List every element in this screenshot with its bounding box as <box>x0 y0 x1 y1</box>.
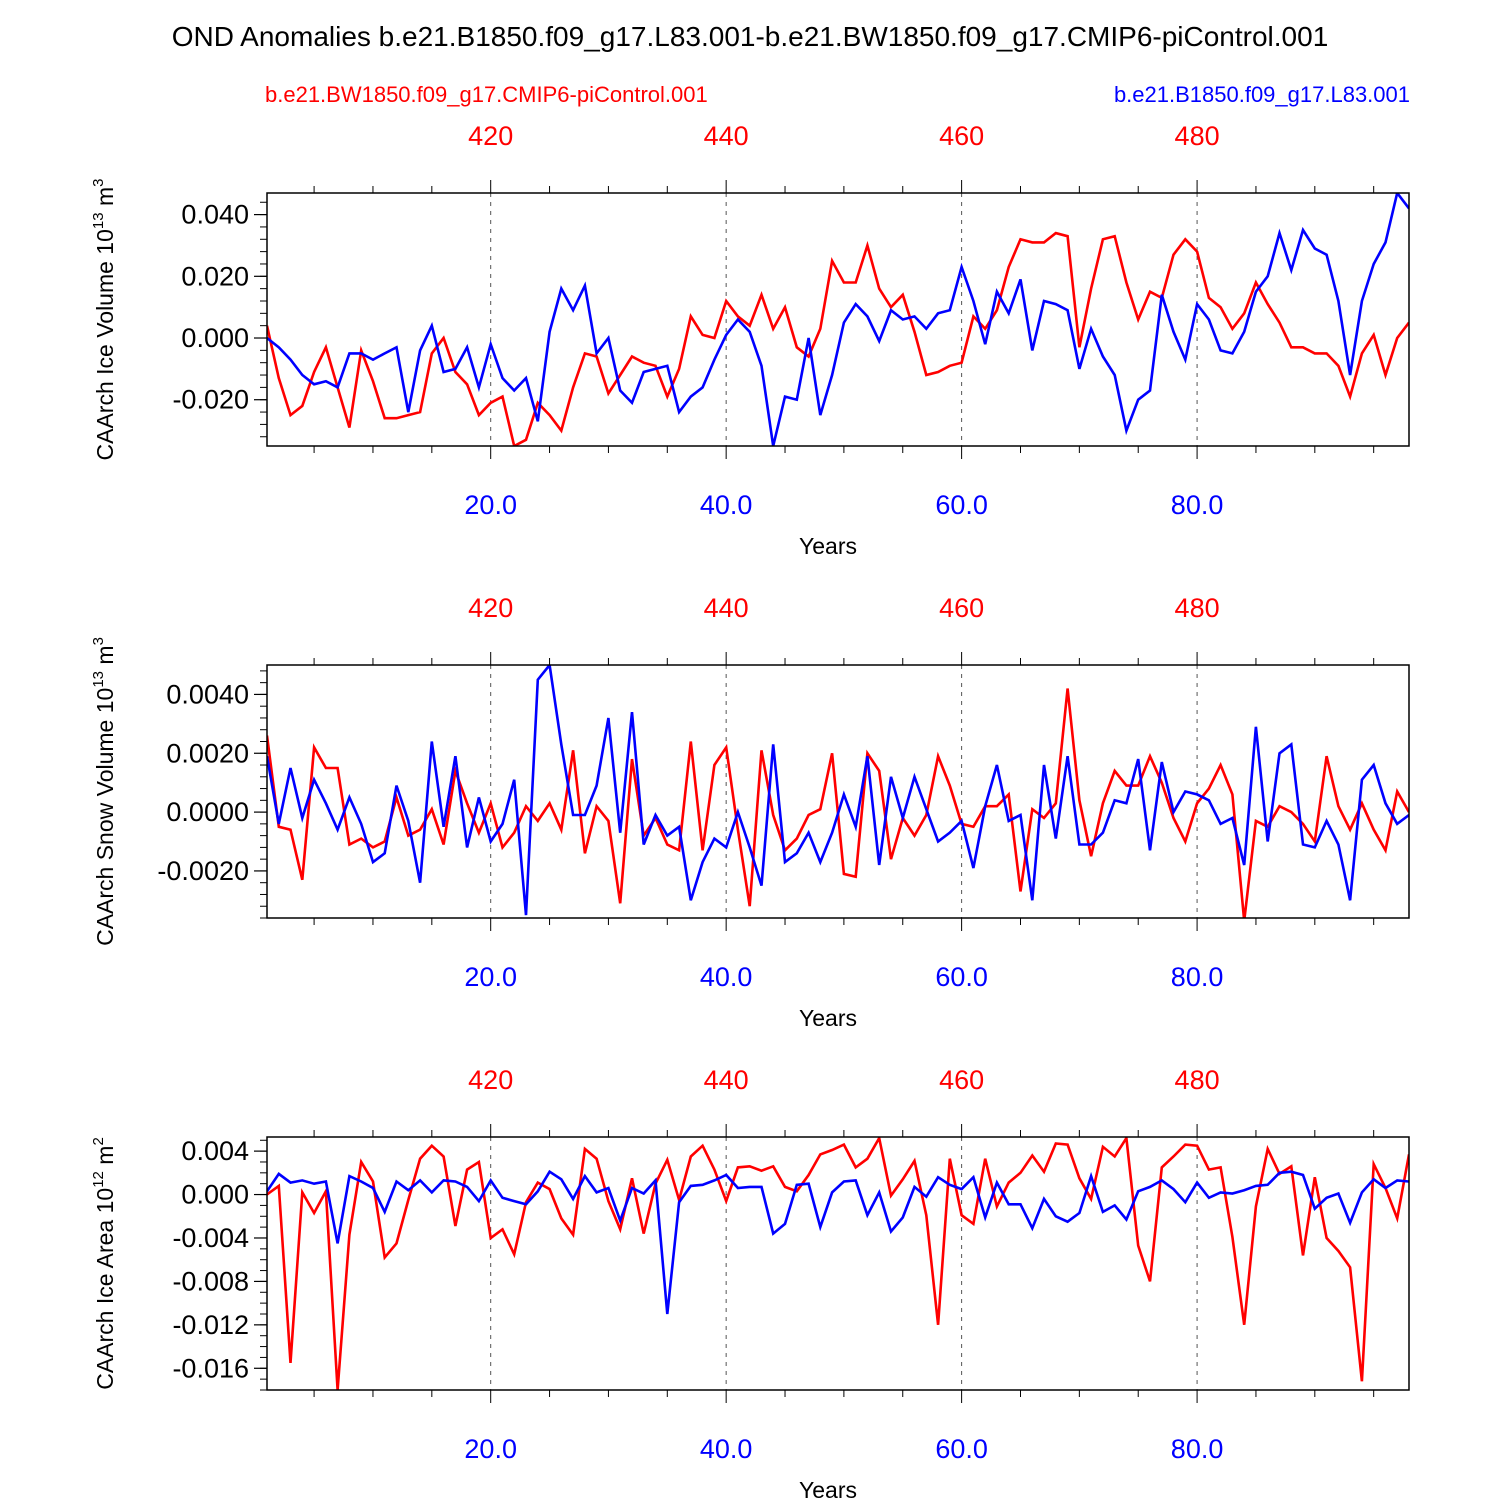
y-tick-label: -0.008 <box>172 1266 249 1296</box>
blue-series-line <box>267 193 1409 446</box>
plot-frame <box>266 192 1410 447</box>
y-tick-label: -0.012 <box>172 1310 249 1340</box>
x-axis-label: Years <box>799 1477 857 1500</box>
y-tick-label: 0.040 <box>181 200 249 230</box>
plot-frame <box>266 664 1410 919</box>
bottom-x-tick-label: 40.0 <box>700 490 753 520</box>
bottom-x-tick-label: 40.0 <box>700 962 753 992</box>
y-tick-label: 0.004 <box>181 1136 249 1166</box>
top-x-tick-label: 480 <box>1175 593 1220 623</box>
top-x-tick-label: 440 <box>704 1065 749 1095</box>
bottom-x-tick-label: 20.0 <box>464 962 517 992</box>
y-tick-label: 0.0020 <box>166 738 249 768</box>
y-tick-label: 0.000 <box>181 323 249 353</box>
blue-series-line <box>267 665 1409 916</box>
bottom-x-tick-label: 60.0 <box>935 1434 988 1464</box>
bottom-x-tick-label: 80.0 <box>1171 1434 1224 1464</box>
top-x-tick-label: 420 <box>468 1065 513 1095</box>
top-x-tick-label: 480 <box>1175 121 1220 151</box>
top-x-tick-label: 460 <box>939 1065 984 1095</box>
y-tick-label: 0.0000 <box>166 797 249 827</box>
ice-area-panel: -0.016 -0.012 -0.008 -0.004 0.000 0.004 420 20.… <box>90 1065 1410 1500</box>
y-axis-label: CAArch Snow Volume 1013 m3 <box>90 637 118 946</box>
red-series-line <box>267 231 1409 446</box>
y-axis-label-part: m <box>92 645 118 671</box>
y-axis-label: CAArch Ice Volume 1013 m3 <box>90 179 118 461</box>
y-axis-label-superscript: 3 <box>90 637 107 645</box>
top-x-tick-label: 420 <box>468 593 513 623</box>
y-tick-label: 0.0040 <box>166 679 249 709</box>
y-axis-label-part: m <box>92 187 118 213</box>
top-x-tick-label: 420 <box>468 121 513 151</box>
top-x-tick-label: 440 <box>704 121 749 151</box>
red-series-line <box>267 688 1409 918</box>
y-axis-label-superscript: 13 <box>90 671 107 688</box>
y-tick-label: -0.016 <box>172 1353 249 1383</box>
y-axis-label-part: m <box>92 1146 118 1172</box>
y-tick-label: 0.020 <box>181 261 249 291</box>
bottom-x-tick-label: 20.0 <box>464 490 517 520</box>
y-axis-label-part: CAArch Ice Volume 10 <box>92 229 118 460</box>
red-series-line <box>267 1137 1409 1390</box>
bottom-x-tick-label: 80.0 <box>1171 490 1224 520</box>
blue-series-line <box>267 1169 1409 1315</box>
y-axis-label-part: CAArch Ice Area 10 <box>92 1188 118 1390</box>
y-tick-label: -0.020 <box>172 385 249 415</box>
bottom-x-tick-label: 60.0 <box>935 490 988 520</box>
y-axis-label-part: CAArch Snow Volume 10 <box>92 688 118 946</box>
bottom-x-tick-label: 80.0 <box>1171 962 1224 992</box>
y-axis-label-superscript: 2 <box>90 1137 107 1145</box>
bottom-x-tick-label: 60.0 <box>935 962 988 992</box>
top-x-tick-label: 480 <box>1175 1065 1220 1095</box>
snow-volume-panel: -0.0020 0.0000 0.0020 0.0040 420 20.0 440 40.0 4… <box>90 593 1410 1031</box>
legend-red-series-name: b.e21.BW1850.f09_g17.CMIP6-piControl.001 <box>265 82 708 107</box>
top-x-tick-label: 460 <box>939 593 984 623</box>
y-axis-label-superscript: 13 <box>90 212 107 229</box>
y-tick-label: -0.0020 <box>157 856 249 886</box>
top-x-tick-label: 460 <box>939 121 984 151</box>
legend-blue-series-name: b.e21.B1850.f09_g17.L83.001 <box>1114 82 1410 107</box>
y-tick-label: -0.004 <box>172 1223 249 1253</box>
top-x-tick-label: 440 <box>704 593 749 623</box>
plot-frame <box>266 1136 1410 1391</box>
y-axis-label-superscript: 12 <box>90 1171 107 1188</box>
bottom-x-tick-label: 20.0 <box>464 1434 517 1464</box>
bottom-x-tick-label: 40.0 <box>700 1434 753 1464</box>
x-axis-label: Years <box>799 1005 857 1031</box>
y-tick-label: 0.000 <box>181 1180 249 1210</box>
y-axis-label-superscript: 3 <box>90 179 107 187</box>
y-axis-label: CAArch Ice Area 1012 m2 <box>90 1137 118 1390</box>
ice-volume-panel: -0.020 0.000 0.020 0.040 420 20.0 440 40.0 460 60… <box>90 121 1410 559</box>
x-axis-label: Years <box>799 533 857 559</box>
figure-title: OND Anomalies b.e21.B1850.f09_g17.L83.00… <box>172 21 1329 52</box>
